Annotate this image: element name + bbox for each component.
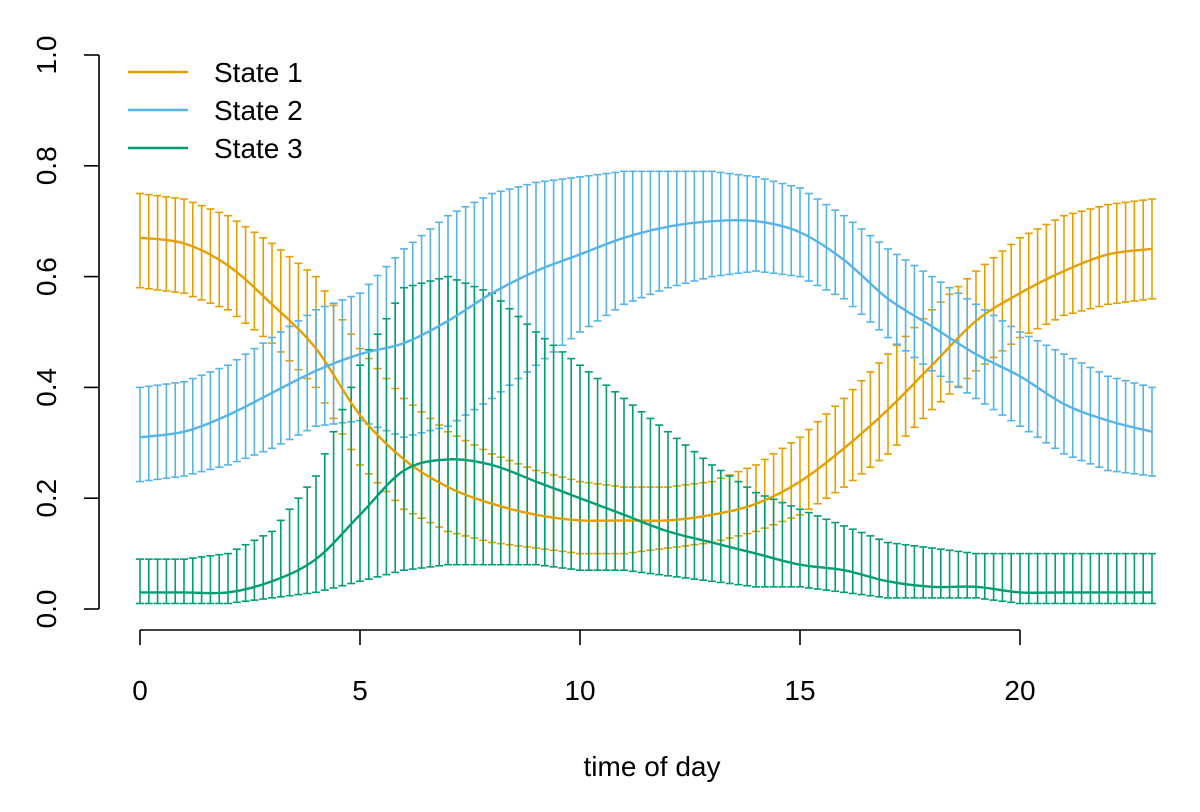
x-tick-label: 20 <box>1004 675 1035 706</box>
y-ticks: 0.0 0.2 0.4 0.6 0.8 1.0 <box>31 36 99 629</box>
state-3-legend-label: State 3 <box>214 133 303 164</box>
state-2-legend-label: State 2 <box>214 95 303 126</box>
y-tick-label: 0.4 <box>31 368 62 407</box>
x-axis-title: time of day <box>584 751 721 782</box>
y-tick-label: 0.2 <box>31 479 62 518</box>
x-tick-label: 0 <box>132 675 148 706</box>
y-tick-label: 1.0 <box>31 36 62 75</box>
y-tick-label: 0.6 <box>31 257 62 296</box>
x-tick-label: 15 <box>784 675 815 706</box>
state-3-error-bars <box>136 275 1156 605</box>
error-bars-layer <box>136 170 1156 605</box>
series-lines-layer <box>139 218 1153 595</box>
x-tick-label: 10 <box>564 675 595 706</box>
legend: State 1 State 2 State 3 <box>128 57 303 164</box>
state-3-line <box>139 458 1153 595</box>
y-tick-label: 0.8 <box>31 146 62 185</box>
y-tick-label: 0.0 <box>31 590 62 629</box>
x-tick-label: 5 <box>352 675 368 706</box>
state-2-error-bars <box>136 170 1156 483</box>
state-1-line <box>139 236 1153 522</box>
state-1-legend-label: State 1 <box>214 57 303 88</box>
state-2-line <box>139 218 1153 439</box>
x-ticks: 0 5 10 15 20 <box>132 630 1036 706</box>
